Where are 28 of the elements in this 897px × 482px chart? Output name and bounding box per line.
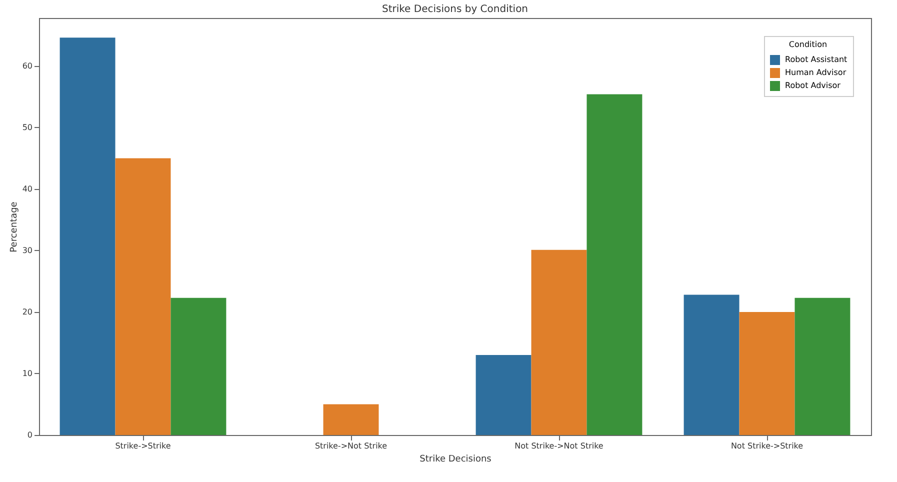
y-tick-label: 10 xyxy=(22,368,32,378)
legend-title: Condition xyxy=(788,40,828,49)
bar xyxy=(794,298,850,435)
bar xyxy=(739,312,795,435)
bar xyxy=(586,94,642,435)
y-tick-label: 30 xyxy=(22,246,32,255)
y-axis-title: Percentage xyxy=(9,201,20,252)
bar xyxy=(115,158,171,435)
y-tick-label: 60 xyxy=(22,61,32,70)
legend-label: Human Advisor xyxy=(785,68,847,77)
y-tick-label: 40 xyxy=(22,184,32,194)
bar xyxy=(323,404,379,435)
bar xyxy=(60,38,116,435)
chart-title: Strike Decisions by Condition xyxy=(382,4,528,15)
bar xyxy=(531,250,587,435)
y-tick-label: 0 xyxy=(27,430,32,440)
x-tick-label: Not Strike->Strike xyxy=(730,442,804,450)
bar xyxy=(684,294,740,435)
legend-label: Robot Advisor xyxy=(785,81,842,90)
x-tick-label: Strike->Not Strike xyxy=(314,442,388,450)
legend-label: Robot Assistant xyxy=(785,55,848,64)
x-axis-title: Strike Decisions xyxy=(420,454,492,464)
x-tick-label: Not Strike->Not Strike xyxy=(514,442,604,450)
bar xyxy=(476,355,532,435)
bar xyxy=(170,298,226,435)
x-tick-label: Strike->Strike xyxy=(115,442,171,450)
y-tick-label: 50 xyxy=(22,122,32,132)
y-tick-label: 20 xyxy=(22,307,32,316)
